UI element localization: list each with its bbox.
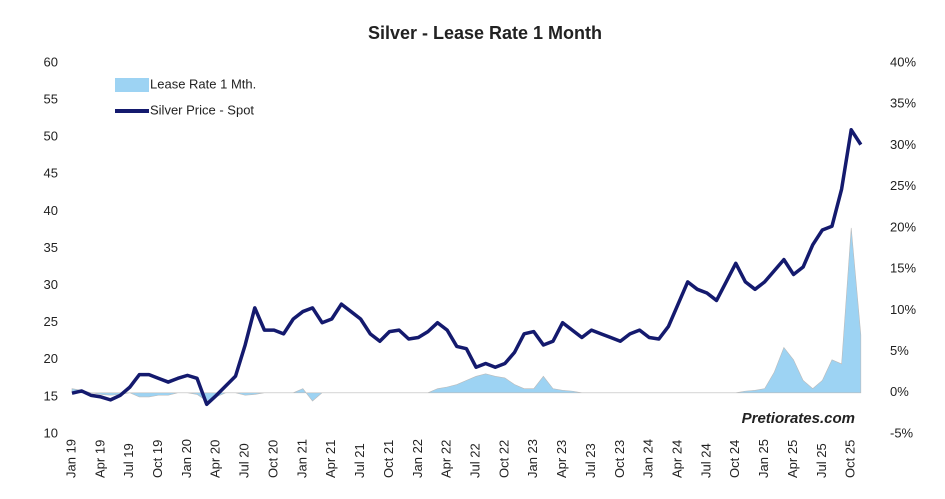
y2-tick-label: 25%	[890, 178, 916, 193]
y2-tick-label: 5%	[890, 343, 909, 358]
y2-tick-label: -5%	[890, 425, 914, 440]
x-tick-label: Oct 21	[381, 440, 396, 478]
y-tick-label: 20	[44, 351, 58, 366]
y-tick-label: 10	[44, 425, 58, 440]
x-tick-label: Apr 24	[669, 440, 684, 478]
x-tick-label: Jan 20	[179, 439, 194, 478]
y-tick-label: 50	[44, 129, 58, 144]
legend-swatch	[115, 78, 149, 92]
x-tick-label: Oct 22	[496, 440, 511, 478]
x-tick-label: Jul 23	[583, 443, 598, 478]
x-tick-label: Oct 23	[612, 440, 627, 478]
y-tick-label: 60	[44, 54, 58, 69]
x-tick-label: Apr 20	[208, 440, 223, 478]
y2-tick-label: 30%	[890, 137, 916, 152]
y-tick-label: 35	[44, 240, 58, 255]
y-tick-label: 30	[44, 277, 58, 292]
y2-tick-label: 15%	[890, 261, 916, 276]
x-tick-label: Apr 21	[323, 440, 338, 478]
x-tick-label: Jan 25	[756, 439, 771, 478]
x-tick-label: Jul 25	[814, 443, 829, 478]
x-tick-label: Jan 24	[641, 439, 656, 478]
watermark: Pretiorates.com	[742, 410, 855, 427]
y-tick-label: 40	[44, 203, 58, 218]
x-tick-label: Jul 21	[352, 443, 367, 478]
x-tick-label: Jul 19	[121, 443, 136, 478]
y2-tick-label: 10%	[890, 302, 916, 317]
x-tick-label: Oct 25	[843, 440, 858, 478]
x-tick-label: Oct 20	[265, 440, 280, 478]
x-tick-label: Apr 22	[439, 440, 454, 478]
y-tick-label: 45	[44, 166, 58, 181]
x-tick-label: Oct 24	[727, 440, 742, 478]
y2-tick-label: 40%	[890, 54, 916, 69]
chart-title: Silver - Lease Rate 1 Month	[368, 23, 602, 43]
x-tick-label: Jan 19	[63, 439, 78, 478]
x-tick-label: Jan 23	[525, 439, 540, 478]
lease-area	[71, 227, 862, 402]
price-line	[71, 128, 863, 407]
x-tick-label: Jul 24	[698, 443, 713, 478]
y-tick-label: 15	[44, 388, 58, 403]
x-tick-label: Jul 22	[467, 443, 482, 478]
y-tick-label: 25	[44, 314, 58, 329]
x-tick-label: Oct 19	[150, 440, 165, 478]
x-tick-label: Jul 20	[237, 443, 252, 478]
y2-tick-label: 20%	[890, 219, 916, 234]
x-tick-label: Jan 21	[294, 439, 309, 478]
y-tick-label: 55	[44, 92, 58, 107]
legend-label: Silver Price - Spot	[150, 102, 254, 117]
x-tick-label: Apr 23	[554, 440, 569, 478]
x-tick-label: Apr 25	[785, 440, 800, 478]
y2-tick-label: 0%	[890, 384, 909, 399]
legend-label: Lease Rate 1 Mth.	[150, 76, 256, 91]
x-tick-label: Apr 19	[92, 440, 107, 478]
y2-tick-label: 35%	[890, 96, 916, 111]
x-tick-label: Jan 22	[410, 439, 425, 478]
